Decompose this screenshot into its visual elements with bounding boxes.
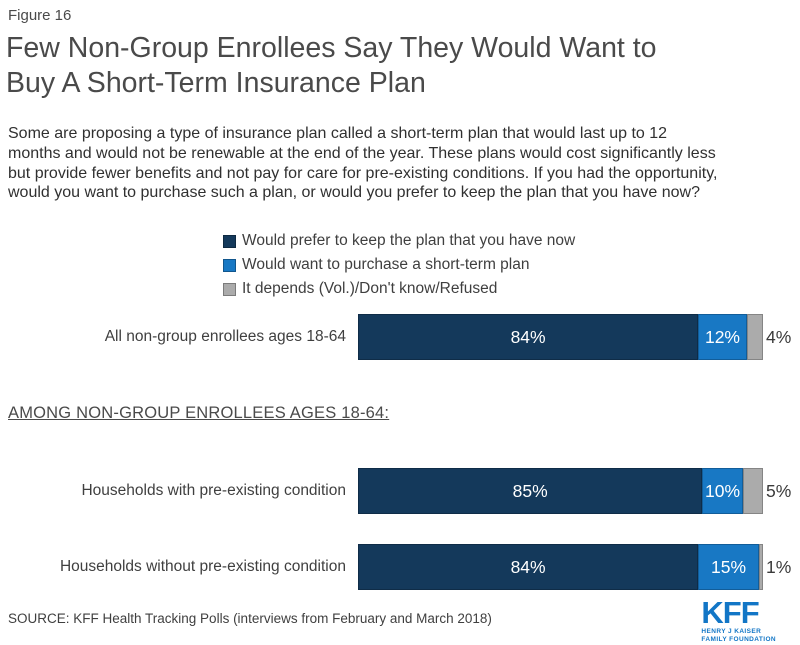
bar-segment [758,544,763,590]
legend-item-keep-plan: Would prefer to keep the plan that you h… [223,229,575,253]
kff-logo-subline-2: FAMILY FOUNDATION [701,635,776,643]
outside-value-label: 5% [766,480,792,501]
bar-segment: 85% [358,468,703,514]
legend-swatch-purchase-plan [223,258,236,272]
outside-value-label: 1% [766,556,792,577]
bar-row-without-preexisting: Households without pre-existing conditio… [0,544,800,590]
legend-swatch-depends [223,282,236,296]
bar-segment: 84% [358,314,699,360]
bar-segment: 84% [358,544,699,590]
bar-segment: 15% [698,544,759,590]
legend-label: Would prefer to keep the plan that you h… [242,232,576,249]
legend-swatch-keep-plan [223,234,236,248]
stacked-bar: 84% 15% [358,544,763,590]
bar-segment [746,314,763,360]
kff-logo-text: KFF [701,595,759,630]
stacked-bar: 85% 10% [358,468,763,514]
page-title: Few Non-Group Enrollees Say They Would W… [6,32,657,100]
bar-segment [742,468,763,514]
bar-segment: 12% [698,314,747,360]
survey-question-text: Some are proposing a type of insurance p… [8,125,718,202]
legend-label: It depends (Vol.)/Don't know/Refused [242,280,498,297]
figure-label: Figure 16 [8,7,72,24]
bar-row-with-preexisting: Households with pre-existing condition 8… [0,468,800,514]
kff-logo-subline-1: HENRY J KAISER [701,628,762,635]
source-note: SOURCE: KFF Health Tracking Polls (inter… [8,611,492,626]
legend-label: Would want to purchase a short-term plan [242,256,530,273]
bar-row-label: Households without pre-existing conditio… [59,558,346,576]
kff-logo: KFF HENRY J KAISER FAMILY FOUNDATION [701,597,776,643]
legend-item-depends: It depends (Vol.)/Don't know/Refused [223,277,575,301]
bar-row-label: All non-group enrollees ages 18-64 [104,328,346,346]
bar-segment: 10% [702,468,743,514]
section-header: AMONG NON-GROUP ENROLLEES AGES 18-64: [8,404,390,422]
legend-item-purchase-plan: Would want to purchase a short-term plan [223,253,575,277]
chart-legend: Would prefer to keep the plan that you h… [223,229,575,301]
outside-value-label: 4% [766,326,792,347]
bar-row-label: Households with pre-existing condition [81,482,346,500]
stacked-bar: 84% 12% [358,314,763,360]
bar-row-all-enrollees: All non-group enrollees ages 18-64 84% 12… [0,314,800,360]
